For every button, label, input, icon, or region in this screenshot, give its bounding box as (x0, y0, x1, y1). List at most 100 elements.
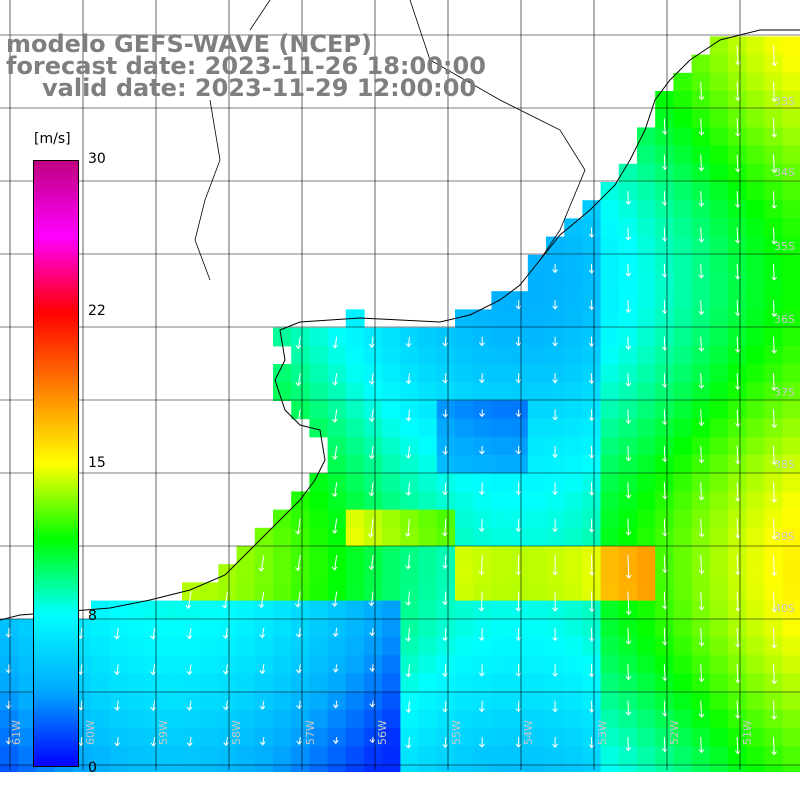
wind-cell (236, 709, 256, 729)
wind-cell (564, 364, 583, 383)
wind-cell (673, 273, 693, 292)
wind-cell (309, 382, 329, 401)
lon-label-55w: 55W (450, 720, 463, 745)
wind-cell (473, 527, 492, 547)
wind-cell (600, 455, 620, 474)
wind-cell (691, 54, 711, 74)
wind-cell (709, 36, 729, 56)
wind-cell (600, 491, 620, 511)
wind-cell (673, 254, 693, 274)
wind-cell (91, 691, 110, 711)
wind-cell (582, 673, 602, 693)
wind-cell (400, 455, 420, 474)
wind-cell (527, 400, 547, 420)
wind-cell (600, 746, 620, 765)
wind-cell (673, 291, 693, 310)
wind-cell (436, 418, 456, 438)
wind-cell (455, 673, 474, 693)
wind-cell (637, 600, 656, 620)
wind-cell (418, 618, 438, 638)
wind-arrow (332, 737, 339, 745)
wind-cell (345, 436, 365, 456)
wind-cell (546, 236, 565, 256)
wind-cell (564, 564, 583, 583)
wind-cell (455, 618, 474, 638)
wind-cell (673, 127, 693, 147)
wind-arrow (186, 700, 193, 711)
wind-arrow (515, 336, 522, 347)
wind-cell (709, 291, 729, 310)
wind-cell (600, 236, 620, 256)
wind-cell (637, 236, 656, 256)
wind-cell (273, 509, 292, 529)
wind-arrow (698, 664, 705, 683)
wind-arrow (223, 737, 229, 747)
wind-cell (400, 637, 420, 656)
wind-cell (637, 491, 656, 511)
wind-cell (455, 455, 474, 474)
wind-cell (746, 36, 765, 56)
wind-cell (382, 655, 401, 674)
wind-arrow (662, 191, 668, 206)
wind-cell (418, 728, 438, 747)
wind-cell (637, 509, 656, 529)
wind-arrow (405, 373, 412, 385)
wind-cell (273, 618, 292, 638)
wind-cell (327, 746, 347, 765)
wind-cell (691, 746, 711, 765)
wind-cell (673, 746, 693, 765)
wind-cell (309, 364, 329, 383)
wind-cell (782, 600, 800, 620)
wind-cell (127, 728, 147, 747)
wind-cell (18, 618, 37, 638)
wind-cell (746, 127, 765, 147)
wind-cell (455, 491, 474, 511)
wind-arrow (625, 336, 632, 350)
wind-cell (764, 345, 784, 365)
wind-cell (637, 582, 656, 602)
wind-cell (345, 327, 365, 347)
wind-cell (254, 527, 274, 547)
wind-cell (746, 72, 765, 92)
wind-cell (746, 364, 765, 383)
wind-cell (782, 36, 800, 56)
wind-arrow (588, 336, 595, 347)
wind-cell (18, 728, 37, 747)
wind-cell (691, 709, 711, 729)
wind-arrow (442, 700, 448, 713)
wind-arrow (332, 373, 338, 386)
wind-cell (291, 564, 310, 583)
wind-cell (618, 491, 638, 511)
wind-cell (746, 345, 765, 365)
wind-cell (291, 637, 310, 656)
wind-cell (236, 564, 256, 583)
wind-arrow (331, 445, 338, 460)
wind-cell (728, 382, 747, 401)
wind-cell (709, 418, 729, 438)
wind-cell (109, 746, 128, 765)
wind-cell (709, 400, 729, 420)
wind-arrow (295, 627, 302, 638)
wind-cell (291, 527, 310, 547)
wind-cell (691, 345, 711, 365)
wind-cell (491, 600, 511, 620)
wind-cell (709, 637, 729, 656)
lat-label-38s: 38S (774, 458, 795, 471)
wind-cell (746, 746, 765, 765)
wind-cell (364, 527, 383, 547)
wind-arrow (515, 445, 522, 455)
wind-cell (509, 491, 529, 511)
wind-cell (728, 200, 747, 219)
colorbar-tick-22: 22 (88, 303, 106, 319)
wind-arrow (662, 263, 668, 278)
wind-cell (655, 564, 674, 583)
wind-cell (91, 728, 110, 747)
wind-arrow (588, 700, 595, 713)
lon-label-60w: 60W (84, 720, 97, 745)
wind-arrow (442, 336, 449, 347)
wind-cell (600, 618, 620, 638)
wind-arrow (625, 737, 632, 752)
wind-cell (91, 673, 110, 693)
wind-cell (746, 418, 765, 438)
wind-arrow (77, 627, 84, 640)
